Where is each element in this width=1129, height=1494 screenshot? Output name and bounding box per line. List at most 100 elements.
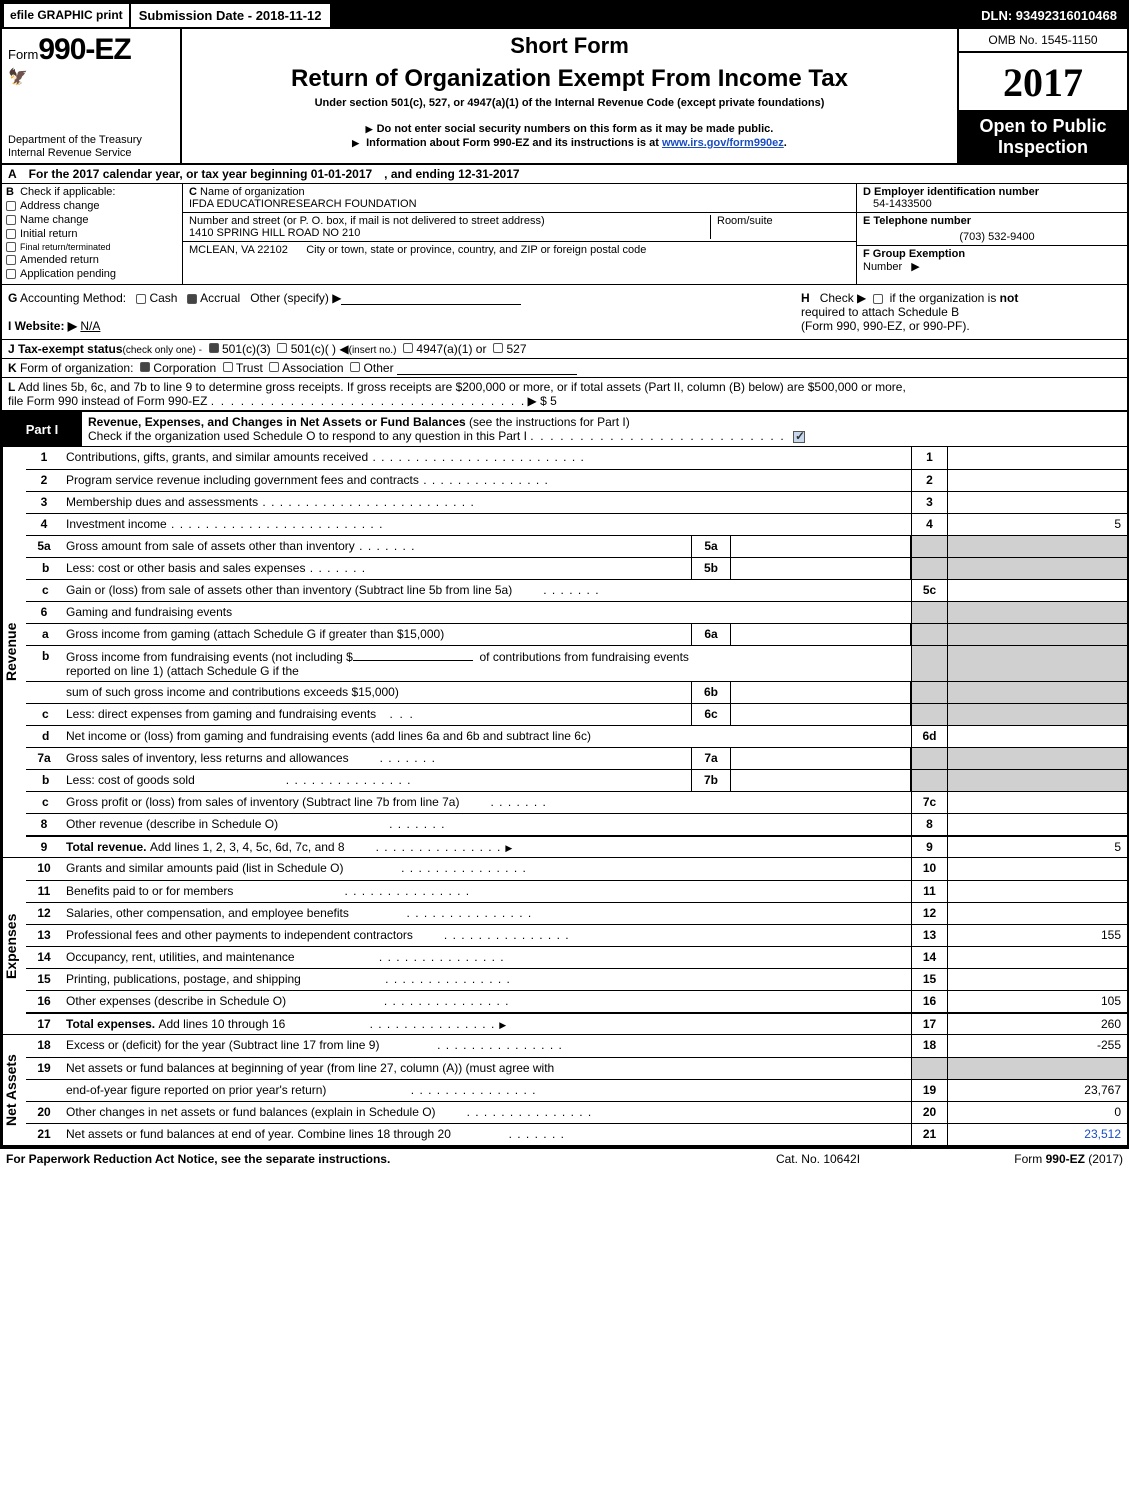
line-12-box: 12 (911, 903, 947, 924)
line-10-desc: Grants and similar amounts paid (list in… (62, 858, 911, 880)
line-20-value: 0 (947, 1102, 1127, 1123)
street-addr: 1410 SPRING HILL ROAD NO 210 (189, 227, 360, 239)
checkbox-checked-icon[interactable] (187, 294, 197, 304)
cb-name-change[interactable]: Name change (6, 214, 178, 226)
checkbox-icon[interactable] (403, 343, 413, 353)
checkbox-icon (6, 255, 16, 265)
j-label: J Tax-exempt status (8, 342, 123, 356)
form-prefix: Form (8, 47, 38, 62)
cb-application-pending[interactable]: Application pending (6, 268, 178, 280)
line-4-num: 4 (26, 514, 62, 535)
i-website: I Website: ▶ N/A (8, 319, 801, 333)
line-3-desc: Membership dues and assessments (62, 492, 911, 513)
dots (381, 972, 511, 986)
info-link-line: Information about Form 990-EZ and its in… (188, 137, 951, 149)
line-6b-t4: sum of such gross income and contributio… (66, 685, 399, 699)
line-11-text: Benefits paid to or for members (66, 884, 233, 898)
line-5b: b Less: cost or other basis and sales ex… (26, 557, 1127, 579)
arrow-icon (501, 840, 516, 854)
line-5b-num: b (26, 558, 62, 579)
cb-app-label: Application pending (20, 268, 116, 280)
cb-address-change[interactable]: Address change (6, 200, 178, 212)
line-18-desc: Excess or (deficit) for the year (Subtra… (62, 1035, 911, 1057)
j-insert: (insert no.) (349, 345, 397, 356)
irs-link[interactable]: www.irs.gov/form990ez (662, 137, 784, 149)
checkbox-icon[interactable] (269, 362, 279, 372)
line-9-desc: Total revenue. Add lines 1, 2, 3, 4, 5c,… (62, 837, 911, 857)
b-header: B Check if applicable: (6, 186, 178, 198)
line-6a-desc: Gross income from gaming (attach Schedul… (62, 624, 691, 645)
line-12-num: 12 (26, 903, 62, 924)
line-11: 11 Benefits paid to or for members 11 (26, 880, 1127, 902)
row-gh: G Accounting Method: Cash Accrual Other … (2, 285, 1127, 340)
checkbox-icon[interactable] (350, 362, 360, 372)
cb-amended-return[interactable]: Amended return (6, 254, 178, 266)
line-7a-desc: Gross sales of inventory, less returns a… (62, 748, 691, 769)
checkbox-icon (6, 229, 16, 239)
checkbox-icon (6, 215, 16, 225)
g-letter: G (8, 291, 17, 305)
city-block: MCLEAN, VA 22102 City or town, state or … (189, 244, 646, 282)
line-2-desc: Program service revenue including govern… (62, 470, 911, 491)
h-ifnot: if the organization is (890, 291, 1000, 305)
line-6b2-greyval (947, 682, 1127, 703)
line-6b-num: b (26, 646, 62, 681)
cash-label: Cash (149, 291, 177, 305)
line-5c-text: Gain or (loss) from sale of assets other… (66, 583, 512, 597)
line-18: 18 Excess or (deficit) for the year (Sub… (26, 1035, 1127, 1057)
checkbox-checked-icon[interactable] (140, 362, 150, 372)
line-6a: a Gross income from gaming (attach Sched… (26, 623, 1127, 645)
dots (397, 861, 527, 875)
crow-street: Number and street (or P. O. box, if mail… (183, 213, 856, 242)
part-i-header: Part I Revenue, Expenses, and Changes in… (2, 411, 1127, 447)
line-18-text: Excess or (deficit) for the year (Subtra… (66, 1038, 379, 1052)
footer-form-number: 990-EZ (1046, 1152, 1085, 1166)
checkbox-icon[interactable] (223, 362, 233, 372)
checkbox-icon (6, 201, 16, 211)
line-17-desc: Total expenses. Add lines 10 through 16 (62, 1014, 911, 1034)
dots (440, 928, 570, 942)
treasury-dept: Department of the Treasury Internal Reve… (8, 104, 174, 159)
line-19-box: 19 (911, 1080, 947, 1101)
line-2-value (947, 470, 1127, 491)
line-21-desc: Net assets or fund balances at end of ye… (62, 1124, 911, 1145)
checkbox-checked-icon[interactable] (209, 343, 219, 353)
line-6b-2: sum of such gross income and contributio… (26, 681, 1127, 703)
revenue-section: Revenue 1 Contributions, gifts, grants, … (2, 447, 1127, 858)
part-i-sub: (see the instructions for Part I) (469, 415, 630, 429)
cb-amend-label: Amended return (20, 254, 99, 266)
dots (365, 1017, 495, 1031)
col-c-orginfo: C Name of organization IFDA EDUCATIONRES… (182, 184, 857, 284)
checkbox-icon[interactable] (873, 294, 883, 304)
room-suite: Room/suite (710, 215, 850, 239)
info-pre: Information about Form 990-EZ and its in… (366, 137, 662, 149)
line-10: 10 Grants and similar amounts paid (list… (26, 858, 1127, 880)
cat-no: Cat. No. 10642I (693, 1152, 943, 1166)
checkbox-icon[interactable] (136, 294, 146, 304)
j-4947: 4947(a)(1) or (416, 342, 486, 356)
line-6b2-greybox (911, 682, 947, 703)
cb-final-return[interactable]: Final return/terminated (6, 242, 178, 252)
name-block: C Name of organization IFDA EDUCATIONRES… (189, 186, 417, 210)
checkbox-icon[interactable] (493, 343, 503, 353)
line-1-box: 1 (911, 447, 947, 469)
cb-name-label: Name change (20, 214, 89, 226)
under-section: Under section 501(c), 527, or 4947(a)(1)… (188, 97, 951, 109)
line-19a: 19 Net assets or fund balances at beginn… (26, 1057, 1127, 1079)
line-9-bold: Total revenue. (66, 840, 150, 854)
line-5b-greyval (947, 558, 1127, 579)
checkbox-icon[interactable] (277, 343, 287, 353)
line-11-box: 11 (911, 881, 947, 902)
f-group: F Group Exemption Number ▶ (857, 246, 1127, 284)
line-6b-subbox: 6b (691, 682, 731, 703)
f-number-label: Number (863, 261, 902, 273)
schedule-o-checkbox-icon[interactable] (793, 431, 805, 443)
form-page: efile GRAPHIC print Submission Date - 20… (0, 0, 1129, 1149)
line-13-num: 13 (26, 925, 62, 946)
line-7a-subbox: 7a (691, 748, 731, 769)
efile-print-button[interactable]: efile GRAPHIC print (2, 2, 131, 29)
dept-line2: Internal Revenue Service (8, 147, 174, 160)
cb-initial-return[interactable]: Initial return (6, 228, 178, 240)
line-6-greyval (947, 602, 1127, 623)
line-3-text: Membership dues and assessments (66, 495, 258, 509)
